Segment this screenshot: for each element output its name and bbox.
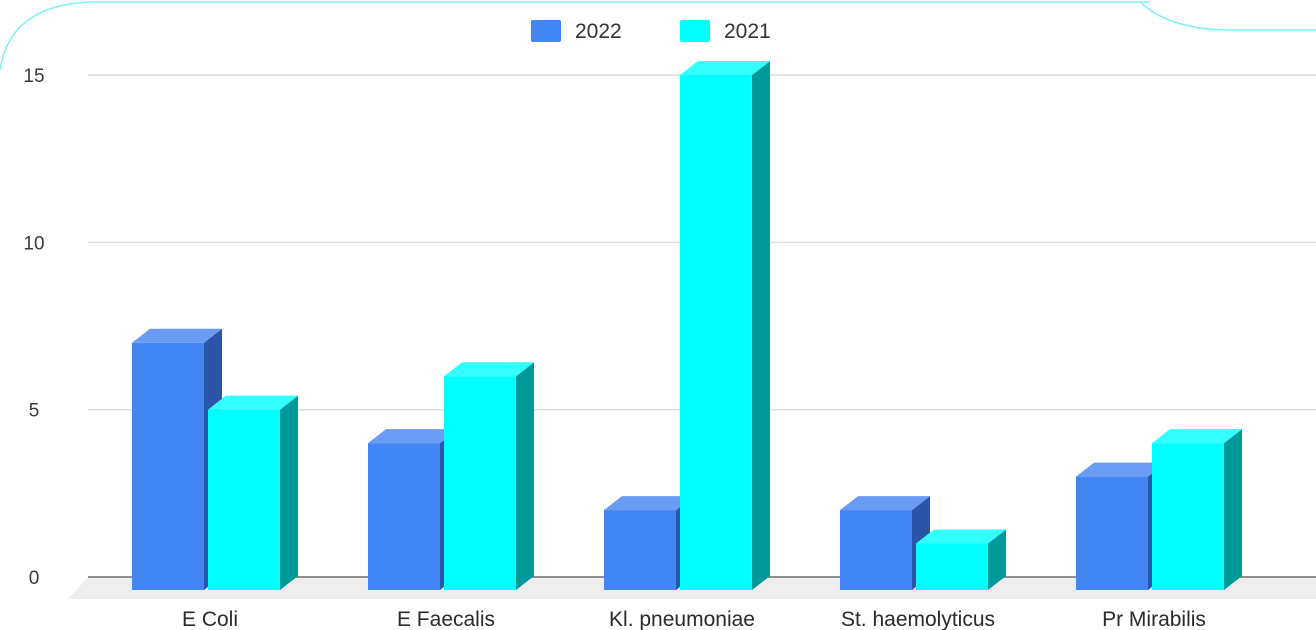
bar-front — [1152, 443, 1224, 590]
bar-top — [444, 362, 534, 377]
y-axis-ticks: 0 5 10 15 — [23, 66, 44, 589]
y-tick-label: 15 — [23, 66, 44, 87]
bar-front — [916, 543, 988, 590]
bar-2021-3 — [916, 529, 1006, 590]
legend[interactable]: 2022 2021 — [531, 20, 771, 43]
x-tick-label: Kl. pneumoniae — [609, 608, 755, 630]
frame-decoration-left — [0, 1, 1150, 71]
legend-swatch-2022 — [531, 20, 561, 42]
bar-2021-4 — [1152, 429, 1242, 590]
x-tick-label: St. haemolyticus — [841, 608, 995, 630]
legend-label: 2022 — [575, 20, 622, 43]
bar-2021-1 — [444, 362, 534, 590]
bar-side — [988, 529, 1006, 590]
bars-group — [132, 61, 1242, 590]
bar-front — [680, 75, 752, 590]
legend-label: 2021 — [724, 20, 771, 43]
bar-front — [604, 510, 676, 590]
bar-front — [1076, 476, 1148, 590]
bar-side — [1224, 429, 1242, 590]
y-tick-label: 10 — [23, 233, 44, 254]
legend-swatch-2021 — [680, 20, 710, 42]
bar-front — [208, 409, 280, 590]
x-tick-label: E Faecalis — [397, 608, 495, 630]
bar-2021-2 — [680, 61, 770, 590]
y-tick-label: 5 — [29, 401, 40, 422]
y-tick-label: 0 — [29, 568, 40, 589]
bar-top — [680, 61, 770, 75]
bar-front — [840, 510, 912, 590]
bar-front — [444, 376, 516, 590]
bar-side — [516, 362, 534, 590]
x-axis-ticks: E Coli E Faecalis Kl. pneumoniae St. haemol… — [182, 608, 1206, 630]
bar-front — [132, 342, 204, 590]
bar-2021-0 — [208, 395, 298, 590]
bar-top — [1076, 462, 1166, 477]
x-tick-label: Pr Mirabilis — [1102, 608, 1206, 630]
bar-side — [280, 395, 298, 590]
bar-top — [840, 496, 930, 511]
bar-top — [208, 395, 298, 410]
bar-top — [1152, 429, 1242, 444]
bar-top — [368, 429, 458, 444]
bar-top — [604, 496, 694, 511]
bar-front — [368, 443, 440, 590]
bar-side — [752, 61, 770, 590]
frame-decoration-right — [1139, 1, 1316, 31]
x-tick-label: E Coli — [182, 608, 238, 630]
bar-top — [916, 529, 1006, 544]
bar-top — [132, 328, 222, 343]
